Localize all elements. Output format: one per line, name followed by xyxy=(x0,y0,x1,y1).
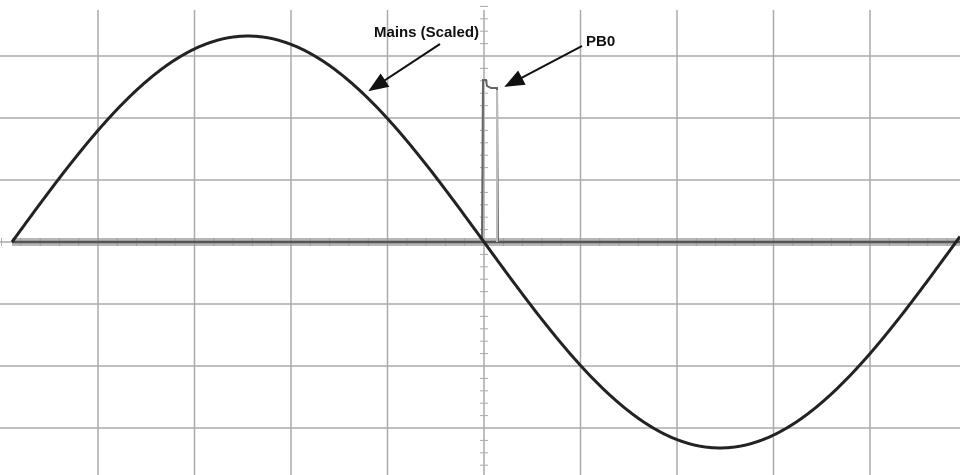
mains-label: Mains (Scaled) xyxy=(374,24,479,41)
pb0-arrow xyxy=(504,45,583,87)
mains-arrow xyxy=(368,43,441,92)
mains-trace xyxy=(10,34,960,450)
pb0-pulse xyxy=(481,79,499,243)
pb0-label: PB0 xyxy=(586,33,615,50)
